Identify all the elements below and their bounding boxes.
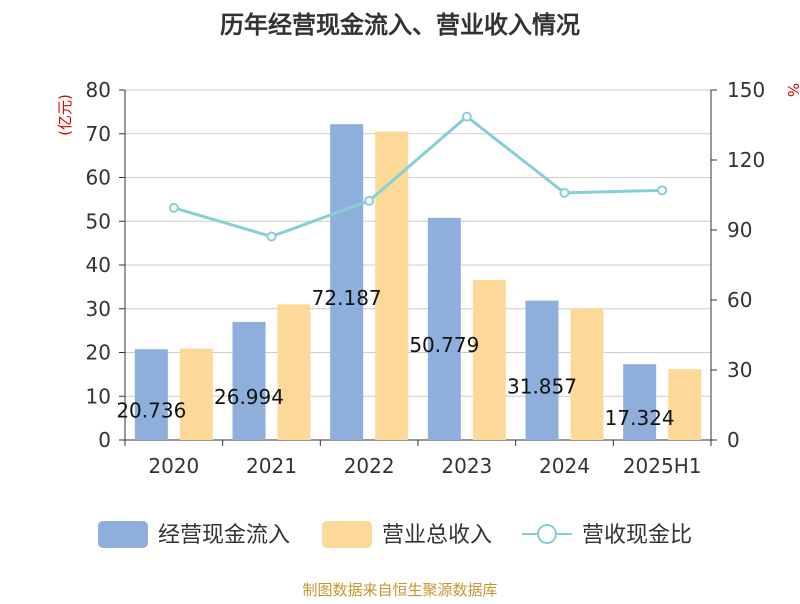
line-point xyxy=(559,187,570,198)
bar xyxy=(623,364,657,440)
data-label: 50.779 xyxy=(409,333,479,357)
bar xyxy=(134,349,168,440)
x-tick-label: 2024 xyxy=(539,454,590,478)
left-tick-label: 30 xyxy=(86,297,111,321)
left-axis-title: (亿元) xyxy=(56,94,74,136)
left-tick-label: 80 xyxy=(86,78,111,102)
line-point xyxy=(461,111,472,122)
x-tick-label: 2020 xyxy=(148,454,199,478)
legend-swatch xyxy=(322,521,372,548)
data-label: 20.736 xyxy=(116,399,186,423)
line-point xyxy=(168,202,179,213)
bar xyxy=(232,321,266,440)
line-point xyxy=(657,185,668,196)
line-path xyxy=(173,114,663,239)
chart-title: 历年经营现金流入、营业收入情况 xyxy=(220,11,580,39)
bar xyxy=(427,217,461,440)
source-note: 制图数据来自恒生聚源数据库 xyxy=(302,581,497,599)
line-point xyxy=(266,231,277,242)
x-tick-label: 2022 xyxy=(344,454,395,478)
left-tick-label: 60 xyxy=(86,166,111,190)
right-tick-label: 30 xyxy=(727,358,752,382)
left-tick-label: 10 xyxy=(86,384,111,408)
right-tick-label: 60 xyxy=(727,288,752,312)
x-tick-label: 2025H1 xyxy=(623,454,702,478)
bar xyxy=(668,369,702,440)
data-label: 31.857 xyxy=(507,374,577,398)
legend: 经营现金流入 营业总收入 营收现金比 xyxy=(98,521,692,548)
data-label: 72.187 xyxy=(312,286,382,310)
data-label: 17.324 xyxy=(605,406,675,430)
legend-label: 营业总收入 xyxy=(382,523,492,548)
bar xyxy=(570,308,604,440)
left-tick-label: 0 xyxy=(98,428,111,452)
left-tick-label: 40 xyxy=(86,253,111,277)
legend-marker xyxy=(537,524,557,544)
right-tick-label: 150 xyxy=(727,78,765,102)
left-tick-label: 20 xyxy=(86,341,111,365)
legend-label: 经营现金流入 xyxy=(158,523,290,548)
axes: 0 10 20 30 40 50 60 70 80 0 30 60 90 120 150 (亿元)% 2020 2… xyxy=(56,78,800,478)
bar-series xyxy=(134,124,702,440)
line-series xyxy=(168,111,668,242)
bar xyxy=(179,348,213,440)
bar xyxy=(525,300,559,440)
bar xyxy=(330,124,364,440)
right-axis-title: % xyxy=(784,83,800,97)
x-tick-label: 2023 xyxy=(441,454,492,478)
line-point xyxy=(364,195,375,206)
right-tick-label: 0 xyxy=(727,428,740,452)
x-tick-label: 2021 xyxy=(246,454,297,478)
bar xyxy=(277,304,311,440)
data-labels: 20.736 26.994 72.187 50.779 31.857 17.324 xyxy=(116,286,674,430)
left-tick-label: 50 xyxy=(86,209,111,233)
legend-label: 营收现金比 xyxy=(582,523,692,548)
left-tick-label: 70 xyxy=(86,122,111,146)
data-label: 26.994 xyxy=(214,385,284,409)
legend-swatch xyxy=(98,521,148,548)
bar xyxy=(472,279,506,440)
right-tick-label: 120 xyxy=(727,148,765,172)
right-tick-label: 90 xyxy=(727,218,752,242)
